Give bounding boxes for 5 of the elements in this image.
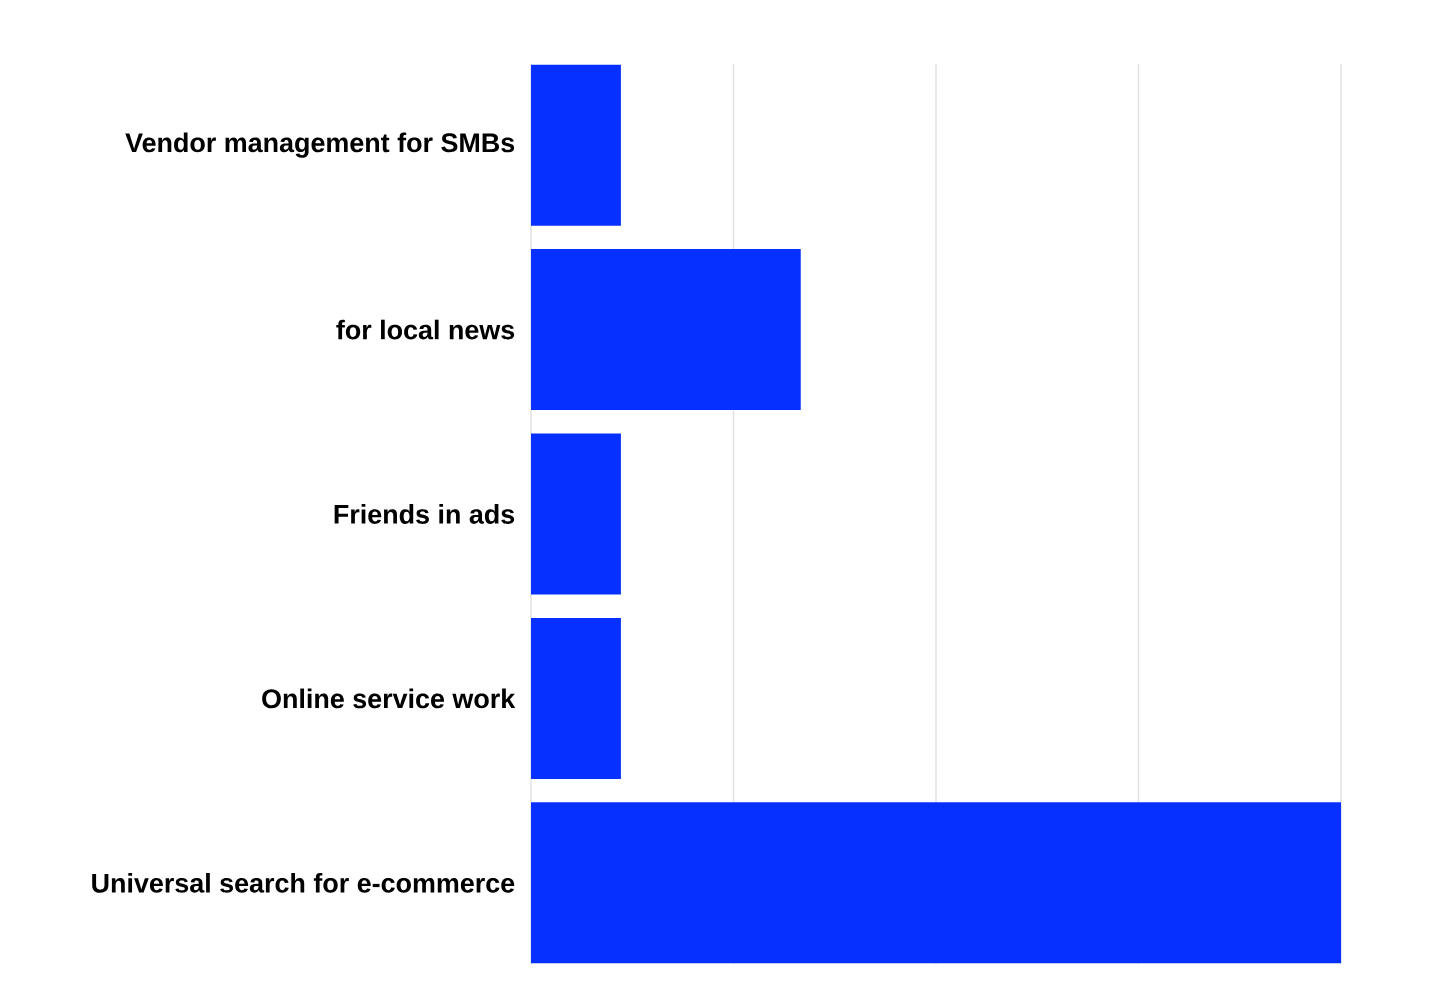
y-tick-label: Universal search for e-commerce [92,872,515,893]
y-tick-label: Online service work [262,688,516,709]
y-tick-label: for local news [336,319,515,340]
y-tick-label: Vendor management for SMBs [125,132,515,158]
y-tick-label: Friends in ads [334,504,515,524]
